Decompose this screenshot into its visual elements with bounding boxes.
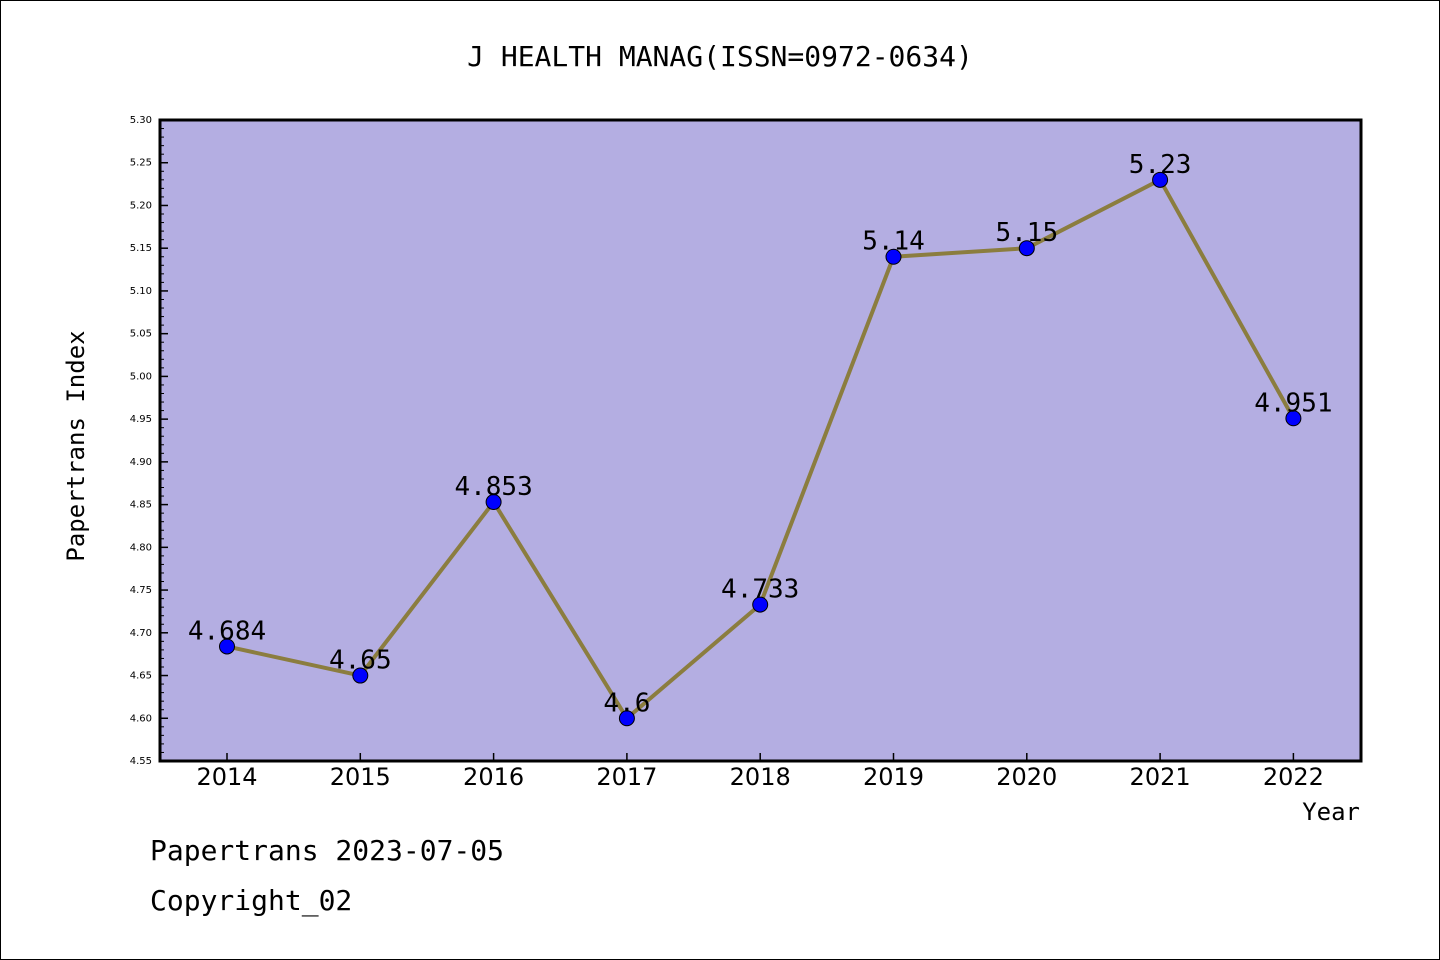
y-tick-label: 5.05 bbox=[130, 329, 152, 340]
x-tick-label: 2015 bbox=[330, 763, 391, 791]
data-point bbox=[618, 710, 635, 727]
x-tick-label: 2017 bbox=[596, 763, 657, 791]
y-tick-label: 4.90 bbox=[130, 457, 152, 468]
x-tick-label: 2018 bbox=[730, 763, 791, 791]
footer-copyright: Copyright_02 bbox=[150, 884, 353, 917]
data-point bbox=[485, 494, 502, 511]
x-tick-label: 2019 bbox=[863, 763, 924, 791]
data-label: 5.23 bbox=[1129, 150, 1192, 180]
y-tick-label: 4.95 bbox=[130, 414, 152, 425]
data-point bbox=[219, 638, 235, 655]
y-tick-label: 5.20 bbox=[130, 200, 152, 211]
data-label: 4.951 bbox=[1254, 388, 1332, 418]
data-label: 5.15 bbox=[995, 218, 1058, 248]
x-tick-label: 2016 bbox=[463, 763, 524, 791]
data-point bbox=[1018, 240, 1035, 257]
y-tick-label: 4.85 bbox=[130, 500, 152, 511]
plot-area bbox=[160, 120, 1361, 761]
series-line: 4.684 4.65 4.853 4.6 4.733 5.14 5.15 5.23 4.951 bbox=[188, 150, 1333, 727]
x-tick-label: 2020 bbox=[996, 763, 1057, 791]
x-axis: 2014 2015 2016 2017 2018 2019 2020 2021 2022 bbox=[196, 753, 1324, 791]
y-axis: 4.55 4.60 4.65 4.70 4.75 4.80 4.85 4.90 4.95 5.00… bbox=[130, 115, 168, 767]
plot-border bbox=[158, 118, 1363, 763]
data-point bbox=[1152, 171, 1169, 188]
y-tick-label: 5.25 bbox=[130, 158, 152, 169]
footer-date: Papertrans 2023-07-05 bbox=[150, 834, 505, 867]
data-label: 4.684 bbox=[188, 616, 266, 646]
y-tick-label: 5.15 bbox=[130, 243, 152, 254]
y-tick-label: 4.80 bbox=[130, 542, 152, 553]
data-label: 4.65 bbox=[329, 646, 392, 676]
y-tick-label: 5.10 bbox=[130, 286, 152, 297]
y-tick-label: 4.60 bbox=[130, 713, 152, 724]
y-tick-label: 4.55 bbox=[130, 756, 152, 767]
data-label: 5.14 bbox=[862, 227, 925, 257]
data-label: 4.853 bbox=[454, 472, 532, 502]
y-axis-label: Papertrans Index bbox=[62, 330, 90, 561]
y-tick-label: 4.75 bbox=[130, 585, 152, 596]
data-point bbox=[352, 667, 369, 684]
data-label: 4.733 bbox=[721, 575, 799, 605]
chart-title: J HEALTH MANAG(ISSN=0972-0634) bbox=[467, 40, 973, 73]
y-tick-label: 4.65 bbox=[130, 671, 152, 682]
x-tick-label: 2021 bbox=[1130, 763, 1191, 791]
data-point bbox=[885, 248, 902, 265]
data-point bbox=[752, 596, 769, 613]
y-tick-label: 4.70 bbox=[130, 628, 152, 639]
y-tick-label: 5.30 bbox=[130, 115, 152, 126]
y-tick-label: 5.00 bbox=[130, 371, 152, 382]
x-axis-label: Year bbox=[1302, 798, 1360, 826]
x-tick-label: 2022 bbox=[1263, 763, 1324, 791]
data-point bbox=[1285, 410, 1302, 427]
x-tick-label: 2014 bbox=[196, 763, 257, 791]
data-label: 4.6 bbox=[603, 688, 650, 718]
